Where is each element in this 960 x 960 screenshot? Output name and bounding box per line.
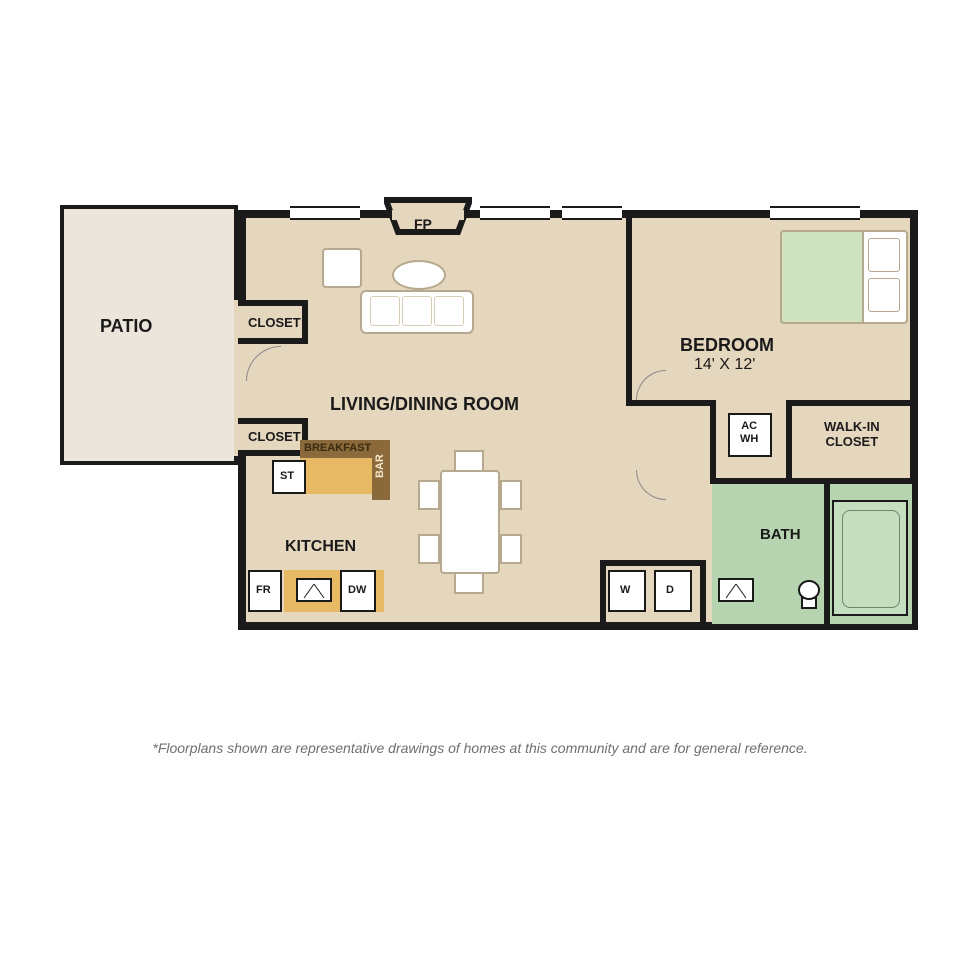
bed-blanket [780, 230, 864, 324]
wall [710, 478, 912, 484]
label-kitchen: KITCHEN [285, 538, 356, 556]
label-acwh: AC WH [740, 420, 758, 445]
sofa-cushion [434, 296, 464, 326]
wall [824, 484, 830, 624]
label-dw: DW [348, 584, 366, 597]
pillow [868, 238, 900, 272]
dining-chair [454, 572, 484, 594]
label-bar: BAR [374, 454, 387, 478]
floorplan-stage: PATIO CLOSET CLOSET FP LIVING/DINING ROO… [0, 0, 960, 960]
wall [238, 418, 308, 424]
label-walkin: WALK-IN CLOSET [824, 420, 880, 450]
bath-vanity [718, 578, 754, 602]
coffee-table [392, 260, 446, 290]
wall [238, 338, 308, 344]
wall [786, 400, 792, 480]
dining-chair [500, 534, 522, 564]
wall [626, 216, 632, 402]
kitchen-sink [296, 578, 332, 602]
wall [238, 300, 308, 306]
label-living: LIVING/DINING ROOM [330, 394, 519, 415]
wall [700, 560, 706, 624]
pillow [868, 278, 900, 312]
window [480, 206, 550, 220]
dining-chair [500, 480, 522, 510]
label-breakfast: BREAKFAST [304, 442, 371, 455]
wall [786, 400, 912, 406]
disclaimer-text: *Floorplans shown are representative dra… [0, 740, 960, 756]
closet-bump [234, 300, 246, 456]
label-fp: FP [414, 216, 432, 232]
label-bath: BATH [760, 526, 801, 543]
label-closet1: CLOSET [248, 316, 301, 331]
label-bed-dim: 14' X 12' [694, 356, 755, 374]
dining-chair [418, 480, 440, 510]
label-fr: FR [256, 584, 271, 597]
label-closet2: CLOSET [248, 430, 301, 445]
wall [600, 560, 606, 624]
window [770, 206, 860, 220]
dining-table [440, 470, 500, 574]
label-st: ST [280, 470, 294, 483]
label-w: W [620, 584, 630, 597]
wall [302, 300, 308, 344]
wall [600, 560, 706, 566]
window [562, 206, 622, 220]
tub-inner [842, 510, 900, 608]
sofa-cushion [402, 296, 432, 326]
window [290, 206, 360, 220]
sofa-cushion [370, 296, 400, 326]
wall [238, 450, 308, 456]
dining-chair [418, 534, 440, 564]
armchair [322, 248, 362, 288]
wall [710, 400, 716, 480]
label-patio: PATIO [100, 316, 152, 337]
wall [626, 400, 716, 406]
toilet [796, 580, 822, 610]
dining-chair [454, 450, 484, 472]
kitchen-island [300, 458, 372, 494]
label-d: D [666, 584, 674, 597]
label-bedroom: BEDROOM [680, 335, 774, 356]
